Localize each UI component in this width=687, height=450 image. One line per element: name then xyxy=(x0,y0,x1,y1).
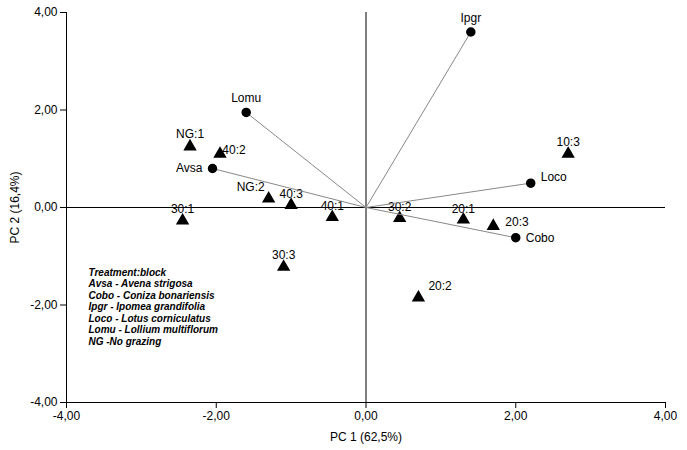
svg-text:40:2: 40:2 xyxy=(222,143,246,157)
svg-text:30:1: 30:1 xyxy=(171,202,195,216)
svg-text:PC 2 (16,4%): PC 2 (16,4%) xyxy=(8,171,22,243)
svg-text:2,00: 2,00 xyxy=(504,409,528,423)
svg-text:4,00: 4,00 xyxy=(34,5,58,19)
svg-text:-4,00: -4,00 xyxy=(53,409,81,423)
svg-text:2,00: 2,00 xyxy=(34,103,58,117)
svg-text:-4,00: -4,00 xyxy=(30,395,58,409)
svg-text:Loco: Loco xyxy=(541,170,567,184)
svg-text:NG:1: NG:1 xyxy=(176,127,204,141)
svg-text:Ipgr: Ipgr xyxy=(460,11,481,25)
svg-text:20:1: 20:1 xyxy=(452,202,476,216)
svg-text:30:3: 30:3 xyxy=(272,248,296,262)
svg-text:40:3: 40:3 xyxy=(279,186,303,201)
svg-text:Cobo: Cobo xyxy=(526,231,555,245)
svg-text:NG:2: NG:2 xyxy=(237,180,265,194)
svg-text:30:2: 30:2 xyxy=(388,200,412,215)
svg-text:20:2: 20:2 xyxy=(428,279,452,293)
svg-text:-2,00: -2,00 xyxy=(203,409,231,423)
svg-text:-2,00: -2,00 xyxy=(30,298,58,312)
svg-text:Avsa: Avsa xyxy=(176,161,203,175)
svg-text:Treatment:blockAvsa - Avena st: Treatment:blockAvsa - Avena strigosaCobo… xyxy=(88,267,219,347)
svg-text:0,00: 0,00 xyxy=(354,409,378,423)
svg-text:PC 1 (62,5%): PC 1 (62,5%) xyxy=(330,430,402,444)
svg-text:20:3: 20:3 xyxy=(505,215,529,229)
svg-text:10:3: 10:3 xyxy=(556,135,580,149)
svg-text:0,00: 0,00 xyxy=(34,200,58,214)
svg-text:40:1: 40:1 xyxy=(320,199,344,214)
svg-text:4,00: 4,00 xyxy=(654,409,678,423)
svg-text:Lomu: Lomu xyxy=(231,91,261,105)
